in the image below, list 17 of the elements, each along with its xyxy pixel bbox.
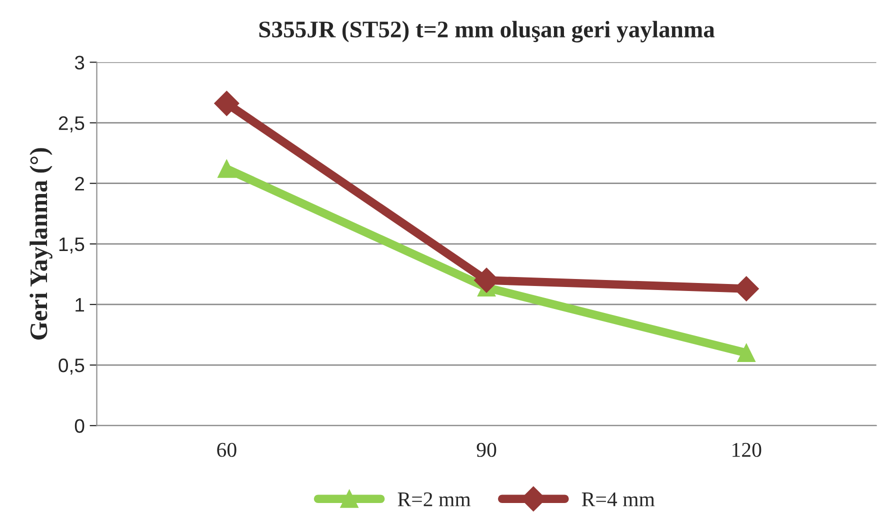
y-tick-label: 3 bbox=[74, 56, 84, 70]
x-tick-label: 60 bbox=[217, 442, 236, 457]
legend-label: R=2 mm bbox=[398, 492, 471, 506]
point bbox=[737, 344, 756, 362]
point bbox=[218, 160, 236, 178]
y-tick-label: 0,5 bbox=[58, 358, 84, 375]
chart-title: S355JR (ST52) t=2 mm oluşan geri yaylanma bbox=[259, 20, 715, 42]
x-tick-label: 120 bbox=[732, 442, 762, 457]
point bbox=[214, 90, 240, 116]
y-tick-label: 2,5 bbox=[58, 116, 84, 132]
legend-label: R=4 mm bbox=[582, 492, 655, 506]
y-axis-title: Geri Yaylanma (°) bbox=[30, 148, 52, 340]
y-tick-label: 1,5 bbox=[59, 238, 84, 254]
y-tick-label: 0 bbox=[74, 419, 84, 433]
x-tick-label: 90 bbox=[476, 442, 496, 457]
y-tick-label: 2 bbox=[75, 176, 84, 190]
y-tick-label: 1 bbox=[76, 298, 84, 312]
